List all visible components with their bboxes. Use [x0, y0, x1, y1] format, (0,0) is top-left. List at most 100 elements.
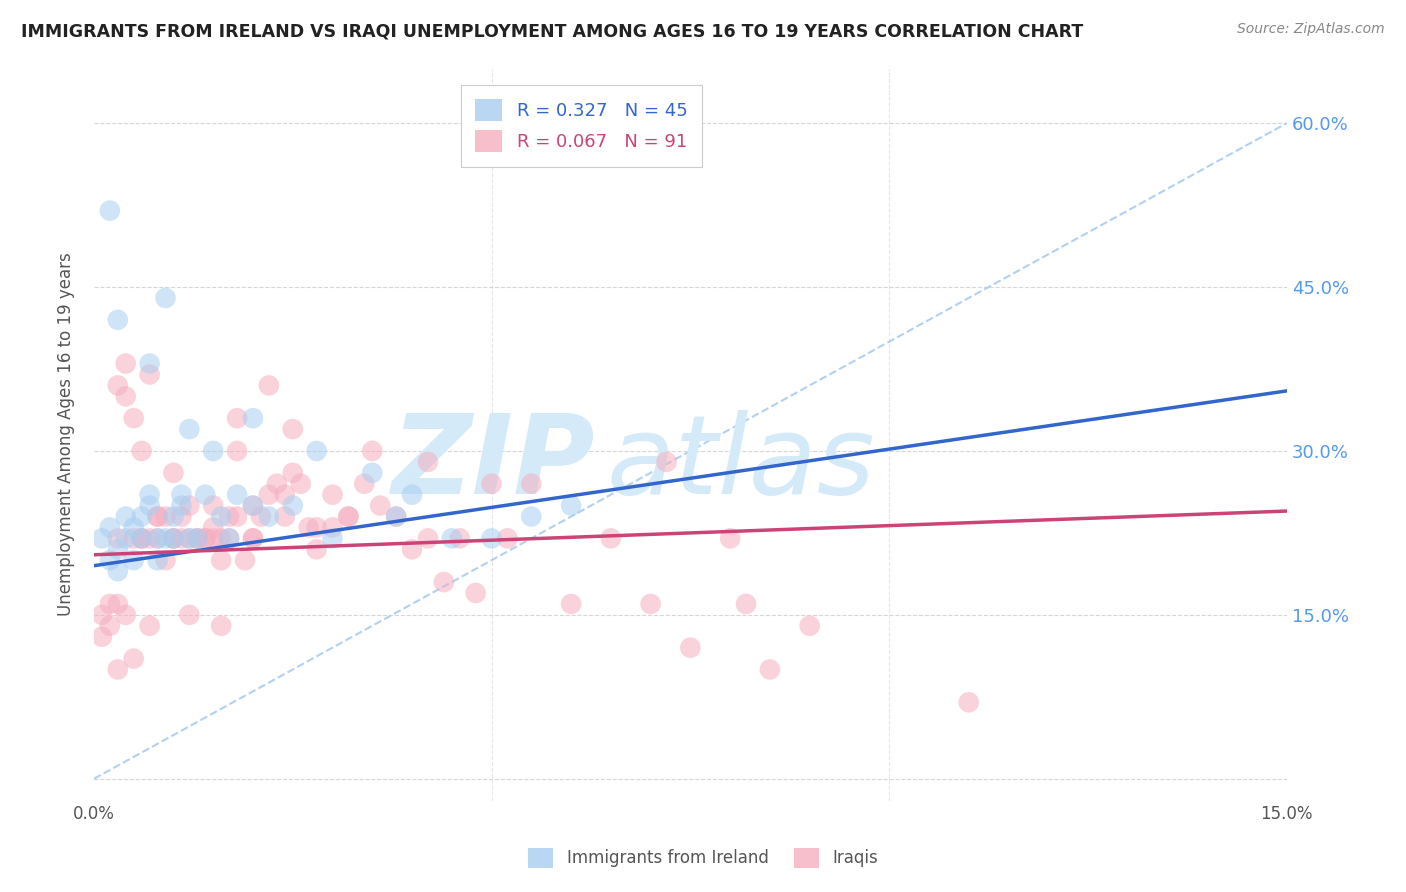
- Point: [155, 553, 177, 567]
- Point: [361, 444, 384, 458]
- Point: [242, 499, 264, 513]
- Point: [122, 651, 145, 665]
- Point: [138, 619, 160, 633]
- Point: [449, 532, 471, 546]
- Point: [385, 509, 408, 524]
- Point: [162, 532, 184, 546]
- Point: [186, 532, 208, 546]
- Point: [274, 509, 297, 524]
- Point: [218, 532, 240, 546]
- Point: [281, 422, 304, 436]
- Point: [202, 499, 225, 513]
- Point: [799, 619, 821, 633]
- Point: [114, 389, 136, 403]
- Point: [107, 378, 129, 392]
- Point: [368, 499, 391, 513]
- Point: [353, 476, 375, 491]
- Point: [98, 203, 121, 218]
- Point: [90, 607, 112, 622]
- Point: [209, 509, 232, 524]
- Text: ZIP: ZIP: [391, 410, 595, 517]
- Point: [337, 509, 360, 524]
- Point: [138, 532, 160, 546]
- Point: [242, 532, 264, 546]
- Point: [107, 663, 129, 677]
- Point: [146, 532, 169, 546]
- Point: [138, 357, 160, 371]
- Point: [257, 509, 280, 524]
- Point: [179, 532, 201, 546]
- Point: [560, 597, 582, 611]
- Point: [759, 663, 782, 677]
- Point: [114, 532, 136, 546]
- Point: [337, 509, 360, 524]
- Point: [170, 488, 193, 502]
- Point: [107, 542, 129, 557]
- Point: [242, 532, 264, 546]
- Point: [209, 532, 232, 546]
- Point: [90, 532, 112, 546]
- Point: [131, 444, 153, 458]
- Point: [90, 630, 112, 644]
- Point: [464, 586, 486, 600]
- Point: [194, 532, 217, 546]
- Point: [162, 532, 184, 546]
- Point: [170, 532, 193, 546]
- Point: [162, 509, 184, 524]
- Point: [250, 509, 273, 524]
- Point: [321, 532, 343, 546]
- Point: [481, 532, 503, 546]
- Point: [281, 466, 304, 480]
- Point: [305, 542, 328, 557]
- Point: [718, 532, 741, 546]
- Point: [179, 422, 201, 436]
- Point: [146, 553, 169, 567]
- Point: [179, 499, 201, 513]
- Point: [114, 607, 136, 622]
- Point: [481, 476, 503, 491]
- Point: [257, 488, 280, 502]
- Point: [170, 499, 193, 513]
- Point: [496, 532, 519, 546]
- Point: [440, 532, 463, 546]
- Point: [218, 509, 240, 524]
- Point: [957, 695, 980, 709]
- Point: [107, 532, 129, 546]
- Point: [305, 520, 328, 534]
- Point: [202, 444, 225, 458]
- Point: [257, 378, 280, 392]
- Point: [98, 553, 121, 567]
- Point: [138, 499, 160, 513]
- Point: [170, 509, 193, 524]
- Point: [107, 313, 129, 327]
- Point: [416, 532, 439, 546]
- Point: [114, 357, 136, 371]
- Point: [274, 488, 297, 502]
- Point: [98, 520, 121, 534]
- Text: atlas: atlas: [607, 410, 876, 517]
- Text: Source: ZipAtlas.com: Source: ZipAtlas.com: [1237, 22, 1385, 37]
- Point: [162, 466, 184, 480]
- Point: [131, 532, 153, 546]
- Point: [433, 575, 456, 590]
- Point: [385, 509, 408, 524]
- Point: [226, 509, 249, 524]
- Legend: Immigrants from Ireland, Iraqis: Immigrants from Ireland, Iraqis: [522, 841, 884, 875]
- Point: [131, 532, 153, 546]
- Point: [98, 597, 121, 611]
- Point: [138, 368, 160, 382]
- Point: [321, 520, 343, 534]
- Point: [202, 532, 225, 546]
- Point: [202, 520, 225, 534]
- Point: [281, 499, 304, 513]
- Point: [146, 532, 169, 546]
- Point: [520, 509, 543, 524]
- Point: [138, 488, 160, 502]
- Point: [416, 455, 439, 469]
- Point: [679, 640, 702, 655]
- Point: [266, 476, 288, 491]
- Point: [155, 509, 177, 524]
- Point: [290, 476, 312, 491]
- Point: [122, 411, 145, 425]
- Point: [599, 532, 621, 546]
